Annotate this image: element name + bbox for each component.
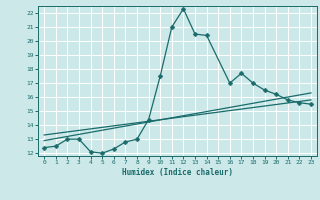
X-axis label: Humidex (Indice chaleur): Humidex (Indice chaleur) [122,168,233,177]
